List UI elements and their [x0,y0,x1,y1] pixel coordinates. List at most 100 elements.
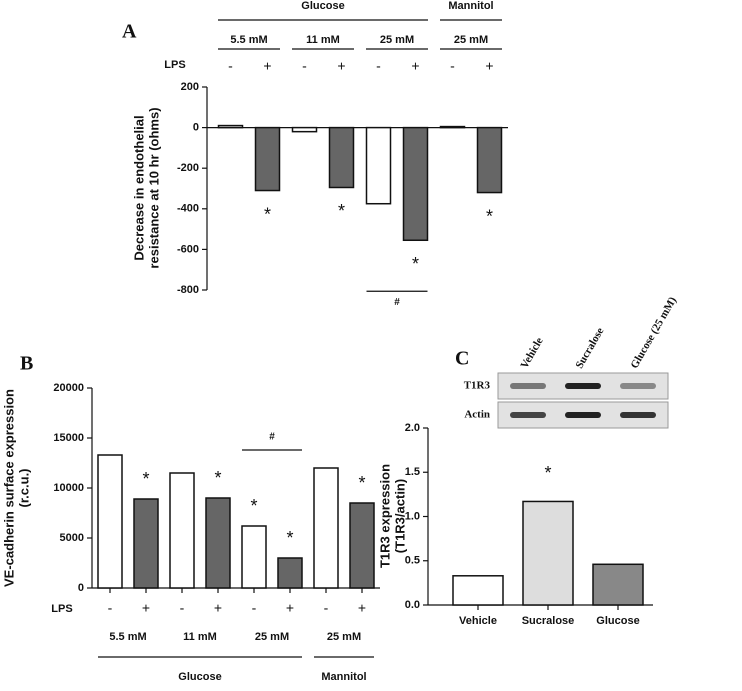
y-tick-label: 5000 [60,532,84,544]
group-label: 5.5 mM [109,631,146,643]
significance-marker: * [486,206,493,226]
y-tick-label: 2.0 [405,422,420,434]
blot-band [565,412,601,418]
blot-band [620,412,656,418]
significance-marker: * [142,469,149,489]
panel-letter: A [122,21,137,43]
y-axis-label: T1R3 expression [377,464,392,568]
bar [402,126,429,242]
lps-sign: + [358,600,366,616]
y-axis-label: Decrease in endothelial [131,115,146,260]
bar [365,126,392,205]
blot-lane-label: Vehicle [518,335,545,370]
y-tick-label: 0.5 [405,555,420,567]
blot-band [620,383,656,389]
significance-marker: * [250,496,257,516]
x-tick-label: Glucose [596,615,639,627]
supergroup-label: Glucose [178,671,221,683]
bar [97,454,123,589]
blot-row-label: T1R3 [464,380,491,392]
x-tick-label: Vehicle [459,615,497,627]
significance-marker: * [214,468,221,488]
bar [349,502,375,589]
blot-band [565,383,601,389]
y-tick-label: -200 [177,162,199,174]
blot-lane-label: Glucose (25 mM) [628,295,679,371]
significance-marker: * [264,204,271,224]
category-label: LPS [164,59,185,71]
group-label: 25 mM [327,631,361,643]
significance-marker: * [544,463,551,483]
y-tick-label: 1.0 [405,510,420,522]
y-tick-label: -600 [177,243,199,255]
x-tick-label: Sucralose [522,615,575,627]
significance-marker: * [338,201,345,221]
y-tick-label: 1.5 [405,466,420,478]
category-label: LPS [51,603,72,615]
bar [328,126,355,189]
blot-band [510,383,546,389]
y-axis-label: (T1R3/actin) [392,479,407,553]
lps-sign: - [180,600,185,616]
lps-sign: - [252,600,257,616]
y-tick-label: -800 [177,284,199,296]
lps-sign: + [411,58,419,74]
group-label: 25 mM [380,34,414,46]
y-tick-label: 10000 [53,482,84,494]
supergroup-label: Glucose [301,0,344,12]
lps-sign: - [302,58,307,74]
lps-sign: - [376,58,381,74]
bar [205,497,231,589]
lps-sign: - [324,600,329,616]
lps-sign: + [263,58,271,74]
y-tick-label: 20000 [53,382,84,394]
comparison-marker: # [394,297,400,308]
lps-sign: + [485,58,493,74]
panel-letter: C [455,348,469,370]
bar [439,125,466,129]
lps-sign: + [286,600,294,616]
group-label: 25 mM [454,34,488,46]
bar [313,467,339,589]
comparison-marker: # [269,432,275,443]
y-tick-label: 200 [181,81,199,93]
supergroup-label: Mannitol [321,671,366,683]
bar [254,126,281,192]
y-tick-label: 15000 [53,432,84,444]
bar [452,575,504,606]
bar [169,472,195,589]
lps-sign: + [337,58,345,74]
blot-band [510,412,546,418]
significance-marker: * [412,254,419,274]
significance-marker: * [286,528,293,548]
bar [291,126,318,133]
y-tick-label: 0 [78,582,84,594]
lps-sign: - [450,58,455,74]
lps-sign: - [108,600,113,616]
y-tick-label: -400 [177,203,199,215]
group-label: 11 mM [306,34,340,46]
significance-marker: * [358,473,365,493]
lps-sign: - [228,58,233,74]
y-axis-label: resistance at 10 hr (ohms) [146,107,161,268]
y-tick-label: 0 [193,122,199,134]
bar [241,525,267,589]
bar [476,126,503,194]
lps-sign: + [142,600,150,616]
panel-letter: B [20,353,33,375]
y-axis-label: (r.c.u.) [16,468,31,507]
supergroup-label: Mannitol [448,0,493,12]
y-axis-label: VE-cadherin surface expression [1,389,16,587]
group-label: 11 mM [183,631,217,643]
blot-lane-label: Sucralose [573,326,606,371]
lps-sign: + [214,600,222,616]
bar [217,124,244,129]
bar [277,557,303,589]
y-tick-label: 0.0 [405,599,420,611]
bar [592,563,644,606]
bar [133,498,159,589]
bar [522,500,574,606]
group-label: 5.5 mM [230,34,267,46]
group-label: 25 mM [255,631,289,643]
